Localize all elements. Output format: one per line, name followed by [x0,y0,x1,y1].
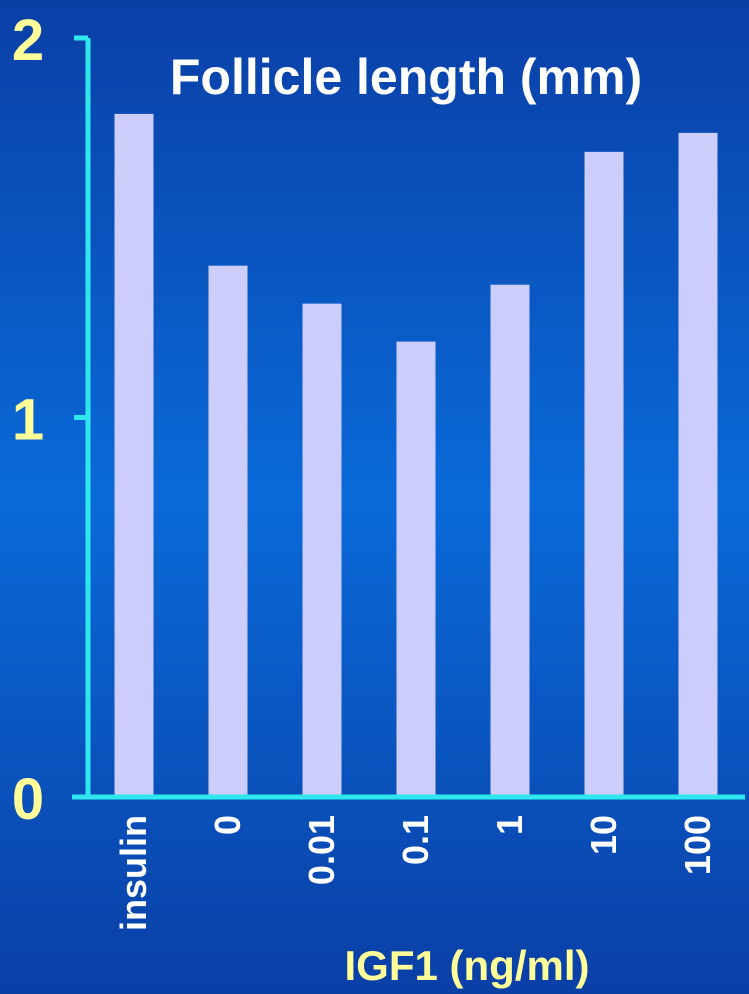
bar-1 [490,284,530,797]
y-tick-label-1: 1 [12,388,44,453]
x-tick-label-insulin: insulin [113,815,154,931]
x-tick-label-10: 10 [583,815,624,855]
x-tick-label-0.1: 0.1 [395,815,436,865]
bar-100 [678,132,718,797]
x-tick-labels-group: insulin 0 0.01 0.1 1 10 100 [113,815,718,931]
bar-0.1 [396,341,436,797]
x-tick-label-100: 100 [677,815,718,875]
bar-10 [584,151,624,798]
bars-group [114,113,718,798]
y-tick-label-2: 2 [12,8,44,73]
x-axis-label: IGF1 (ng/ml) [345,942,590,989]
bar-0.01 [302,303,342,797]
y-tick-label-0: 0 [12,767,44,832]
bar-insulin [114,113,154,797]
x-tick-label-1: 1 [489,815,530,835]
x-tick-label-0: 0 [207,815,248,835]
chart-title: Follicle length (mm) [170,49,642,105]
x-tick-label-0.01: 0.01 [301,815,342,885]
y-ticks-group: 0 1 2 [12,8,88,832]
bar-0 [208,265,248,797]
